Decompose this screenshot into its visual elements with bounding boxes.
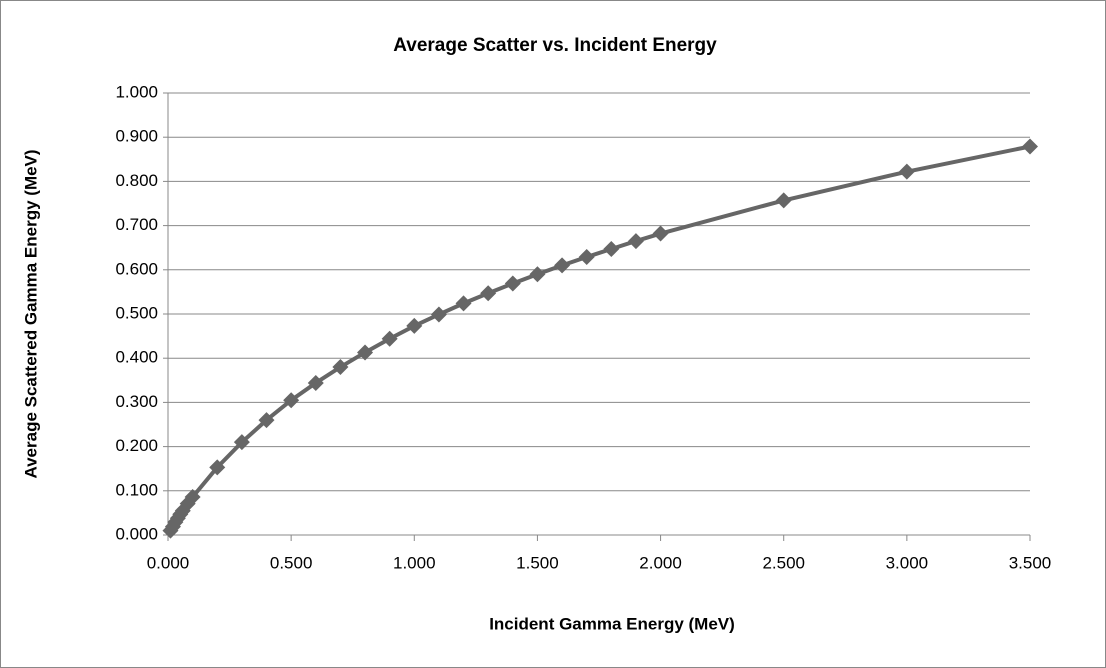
x-tick-label: 3.500 [1009, 553, 1052, 572]
y-tick-label: 0.500 [115, 303, 158, 322]
data-point [381, 330, 398, 347]
y-tick-label: 0.700 [115, 215, 158, 234]
data-point [1022, 138, 1038, 155]
data-point [652, 225, 669, 242]
x-tick-label: 2.000 [639, 553, 682, 572]
y-tick-label: 0.400 [115, 348, 158, 367]
data-point [627, 233, 644, 250]
data-point [283, 392, 300, 409]
y-tick-label: 0.600 [115, 259, 158, 278]
x-tick-label: 3.000 [886, 553, 929, 572]
data-point [332, 359, 349, 376]
data-point [480, 285, 497, 302]
x-axis-label: Incident Gamma Energy (MeV) [489, 614, 735, 633]
data-point [603, 241, 620, 258]
y-axis-label: Average Scattered Gamma Energy (MeV) [21, 149, 40, 478]
y-tick-label: 0.800 [115, 171, 158, 190]
data-point [578, 248, 595, 265]
data-point [504, 275, 521, 292]
data-point [898, 163, 915, 180]
chart-title: Average Scatter vs. Incident Energy [393, 35, 717, 56]
data-point [430, 306, 447, 323]
data-point [209, 459, 226, 476]
data-point [554, 257, 571, 274]
y-tick-label: 0.200 [115, 436, 158, 455]
y-tick-label: 0.900 [115, 127, 158, 146]
data-point [529, 266, 546, 283]
data-point [258, 412, 275, 429]
x-tick-label: 1.500 [516, 553, 559, 572]
x-tick-label: 1.000 [393, 553, 436, 572]
data-point [455, 295, 472, 312]
data-point [357, 344, 374, 361]
y-tick-label: 1.000 [115, 82, 158, 101]
y-tick-label: 0.000 [115, 524, 158, 543]
y-tick-label: 0.100 [115, 480, 158, 499]
x-tick-label: 0.500 [270, 553, 313, 572]
data-point [406, 317, 423, 334]
data-point [307, 374, 324, 391]
x-tick-label: 2.500 [762, 553, 805, 572]
data-point [184, 488, 201, 505]
data-point [775, 192, 792, 209]
data-point [233, 434, 250, 451]
x-tick-label: 0.000 [147, 553, 190, 572]
y-tick-label: 0.300 [115, 392, 158, 411]
